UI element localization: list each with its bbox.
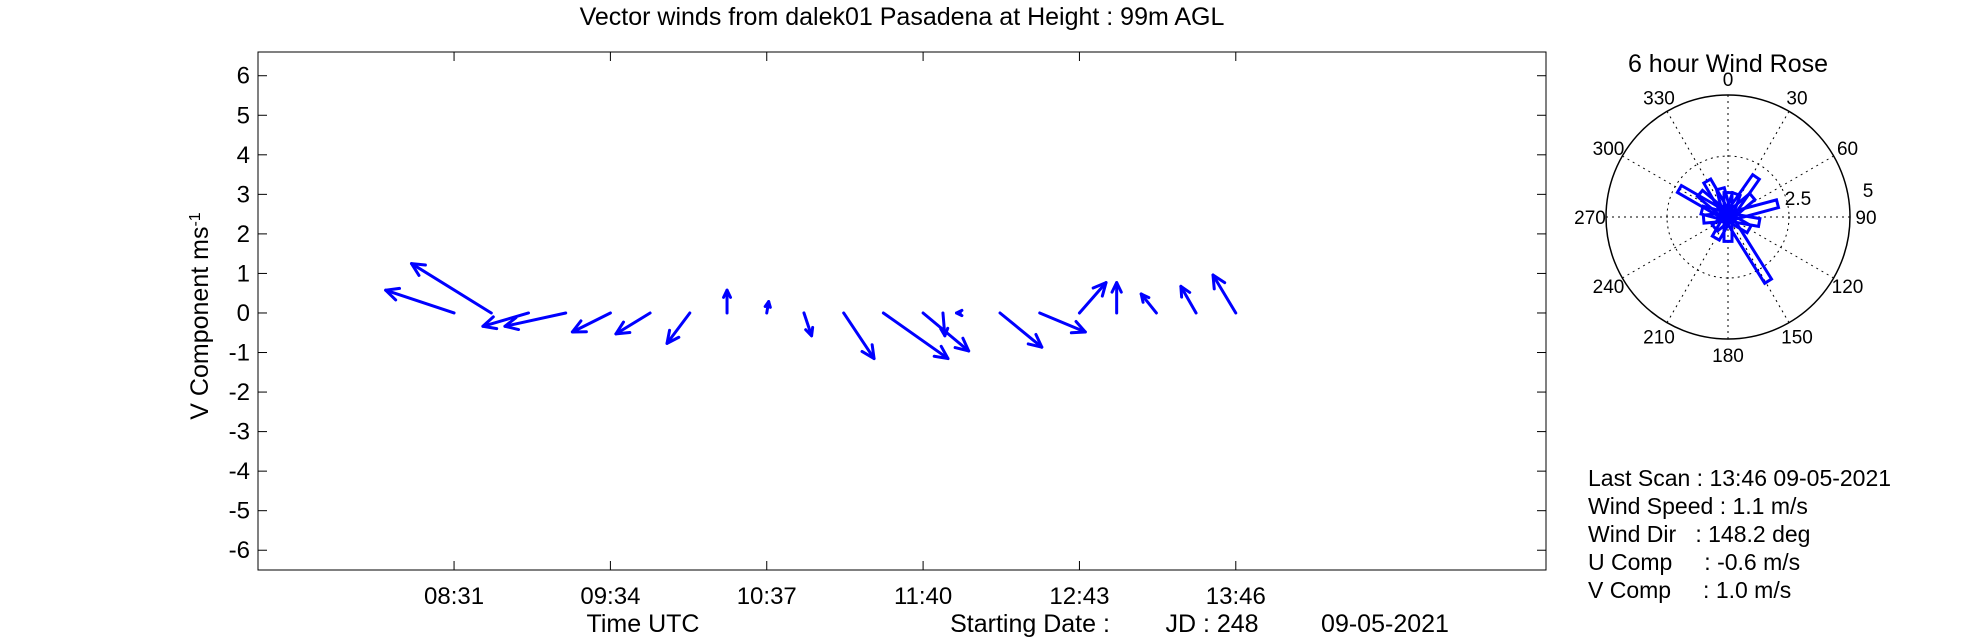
rose-angle-label: 270 [1574,208,1606,229]
wind-vector [842,311,876,361]
rose-angle-label: 30 [1786,88,1807,109]
rose-angle-label: 300 [1593,139,1625,160]
rose-spoke [1727,216,1790,323]
rose-angle-label: 240 [1593,277,1625,298]
y-tick-label: -4 [229,458,250,485]
wind-vector [1110,281,1123,315]
y-tick-label: -3 [229,419,250,446]
rose-spoke [1622,216,1729,279]
wind-vector [481,311,531,331]
wind-vector [1077,281,1108,315]
y-tick-label: 6 [237,63,250,90]
y-tick-label: -2 [229,379,250,406]
y-tick-label: -5 [229,498,250,525]
wind-vector [384,286,456,315]
wind-vector [763,300,772,315]
wind-vector [722,288,733,315]
rose-petal [1699,204,1731,223]
rose-spoke [1727,155,1834,218]
x-tick-label: 13:46 [1206,583,1266,610]
wind-vector [665,311,692,345]
wind-vector [570,311,612,334]
wind-speed-text: Wind Speed : 1.1 m/s [1588,493,1808,519]
starting-date-label: Starting Date : [950,610,1110,638]
rose-spoke [1622,155,1729,218]
rose-angle-label: 90 [1855,208,1876,229]
y-axis-label: V Component ms-1 [186,212,214,419]
wind-vector [939,311,950,338]
y-tick-label: 1 [237,260,250,287]
wind-vector [998,311,1044,349]
rose-spoke [1727,111,1790,218]
x-axis-label: Time UTC [587,610,700,638]
wind-vector [614,311,652,336]
chart-title: Vector winds from dalek01 Pasadena at He… [580,3,1225,31]
x-tick-label: 10:37 [737,583,797,610]
wind-vector [409,262,493,315]
wind-rose-title: 6 hour Wind Rose [1628,50,1828,78]
rose-radius-label: 5 [1863,181,1874,202]
x-tick-label: 08:31 [424,583,484,610]
rose-angle-label: 210 [1643,328,1675,349]
last-scan-text: Last Scan : 13:46 09-05-2021 [1588,465,1892,491]
y-axis: 6 5 4 3 2 1 0 -1 -2 -3 -4 -5 -6 [229,63,1546,564]
rose-angle-label: 0 [1723,70,1734,91]
x-axis: 08:31 09:34 10:37 11:40 12:43 13:46 [424,52,1266,610]
wind-vector [1139,292,1158,315]
x-tick-label: 11:40 [894,583,952,610]
rose-spoke [1666,111,1729,218]
rose-angle-label: 180 [1712,346,1744,367]
y-tick-label: 0 [237,300,250,327]
x-tick-label: 09:34 [580,583,640,610]
julian-day-label: JD : 248 [1165,610,1258,638]
wind-dir-text: Wind Dir : 148.2 deg [1588,521,1811,547]
wind-vector [802,311,815,338]
wind-rose: 0 30 60 90 120 150 180 210 240 270 300 330 2.5 5 [1574,70,1876,367]
wind-vector [1179,284,1198,315]
y-tick-label: 5 [237,102,250,129]
starting-date-value: 09-05-2021 [1321,610,1449,638]
y-tick-label: 4 [237,142,250,169]
wind-vector [1211,273,1238,315]
y-tick-label: 2 [237,221,250,248]
v-comp-text: V Comp : 1.0 m/s [1588,577,1792,603]
rose-spoke [1666,216,1729,323]
rose-angle-label: 150 [1781,328,1813,349]
y-tick-label: -6 [229,537,250,564]
y-tick-label: 3 [237,181,250,208]
wind-vectors [384,262,1238,361]
u-comp-text: U Comp : -0.6 m/s [1588,549,1801,575]
wind-vector [955,308,964,318]
wind-vector [881,311,950,361]
rose-spoke [1727,216,1834,279]
x-tick-label: 12:43 [1049,583,1109,610]
y-tick-label: -1 [229,340,250,367]
rose-angle-label: 120 [1832,277,1864,298]
plot-area [257,51,1547,571]
rose-radius-label: 2.5 [1785,189,1811,210]
wind-vector [503,311,568,332]
wind-vector [1038,311,1087,335]
rose-angle-label: 60 [1837,139,1858,160]
rose-angle-label: 330 [1643,88,1675,109]
